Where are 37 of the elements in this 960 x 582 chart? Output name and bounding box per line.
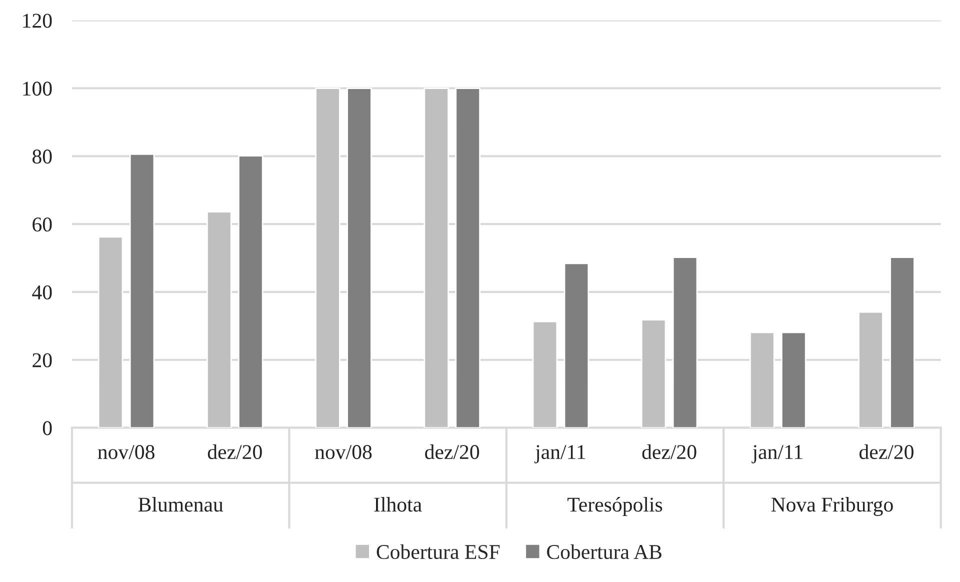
bar [890,256,915,428]
x-tick-label: dez/20 [859,444,914,460]
text: Ilhota [374,497,422,512]
bar [750,332,775,428]
x-tick-label: jan/11 [752,445,802,464]
legend-label: Cobertura AB [547,544,662,560]
x-tick-label: dez/20 [208,444,262,460]
text: Nova Friburgo [771,497,893,516]
y-tick-label: 40 [32,285,52,300]
bar [238,155,264,428]
text: Blumenau [138,497,224,512]
text: Teresópolis [568,497,662,516]
y-tick-label: 80 [32,150,52,164]
bar [424,88,449,428]
bar [564,262,590,428]
bar [315,88,340,428]
bar [640,319,666,428]
bar [206,211,232,428]
x-tick-label: dez/20 [425,444,480,460]
legend-label: Cobertura ESF [376,544,500,560]
y-tick-label: 0 [42,421,52,436]
y-tick-label: 120 [23,14,52,28]
x-tick-label: nov/08 [315,445,372,460]
x-tick-label: nov/08 [98,445,154,460]
bar [532,320,558,428]
y-tick-label: 60 [32,217,52,232]
bar [858,311,884,428]
bar [346,88,372,428]
bar [129,153,155,428]
y-tick-label: 20 [32,353,52,368]
y-tick-label: 100 [23,82,52,96]
bar [455,88,480,428]
bar [98,236,124,428]
bar [781,332,806,428]
bar [672,256,698,428]
x-tick-label: jan/11 [534,445,586,464]
x-tick-label: dez/20 [642,444,696,460]
